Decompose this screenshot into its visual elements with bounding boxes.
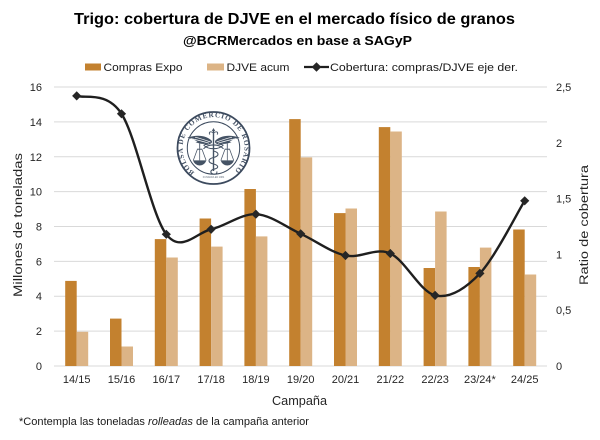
svg-text:6: 6 [36, 256, 42, 268]
svg-text:8: 8 [36, 222, 42, 234]
svg-text:2,5: 2,5 [556, 82, 571, 94]
svg-text:21/22: 21/22 [377, 374, 405, 386]
svg-text:24/25: 24/25 [511, 374, 539, 386]
svg-text:14/15: 14/15 [63, 374, 91, 386]
svg-text:19/20: 19/20 [287, 374, 315, 386]
svg-text:2: 2 [36, 326, 42, 338]
svg-text:1: 1 [556, 249, 562, 261]
svg-text:14: 14 [30, 117, 42, 129]
svg-text:DJVE acum: DJVE acum [227, 62, 290, 74]
svg-text:23/24*: 23/24* [464, 374, 497, 386]
svg-text:@BCRMercados en base a SAGyP: @BCRMercados en base a SAGyP [183, 33, 412, 48]
svg-text:Campaña: Campaña [272, 394, 327, 408]
svg-text:10: 10 [30, 187, 42, 199]
svg-text:18/19: 18/19 [242, 374, 270, 386]
svg-text:Ratio de cobertura: Ratio de cobertura [579, 164, 591, 285]
svg-text:16/17: 16/17 [153, 374, 181, 386]
svg-text:17/18: 17/18 [197, 374, 225, 386]
svg-text:*Contempla las toneladas rolle: *Contempla las toneladas rolleadas de la… [19, 416, 309, 428]
svg-text:1,5: 1,5 [556, 194, 571, 206]
svg-text:Cobertura: compras/DJVE eje de: Cobertura: compras/DJVE eje der. [330, 62, 518, 74]
svg-text:Millones de toneladas: Millones de toneladas [13, 153, 25, 297]
svg-text:22/23: 22/23 [421, 374, 449, 386]
svg-text:20/21: 20/21 [332, 374, 360, 386]
svg-text:Trigo: cobertura de DJVE en el: Trigo: cobertura de DJVE en el mercado f… [74, 11, 515, 28]
svg-text:0,5: 0,5 [556, 305, 571, 317]
svg-text:2: 2 [556, 138, 562, 150]
svg-text:4: 4 [36, 291, 42, 303]
svg-text:0: 0 [556, 361, 562, 373]
svg-text:15/16: 15/16 [108, 374, 136, 386]
svg-text:12: 12 [30, 152, 42, 164]
svg-text:0: 0 [36, 361, 42, 373]
svg-text:16: 16 [30, 82, 42, 94]
svg-text:Compras Expo: Compras Expo [104, 62, 183, 74]
svg-text:FUNDADA EN 1884: FUNDADA EN 1884 [203, 176, 225, 179]
